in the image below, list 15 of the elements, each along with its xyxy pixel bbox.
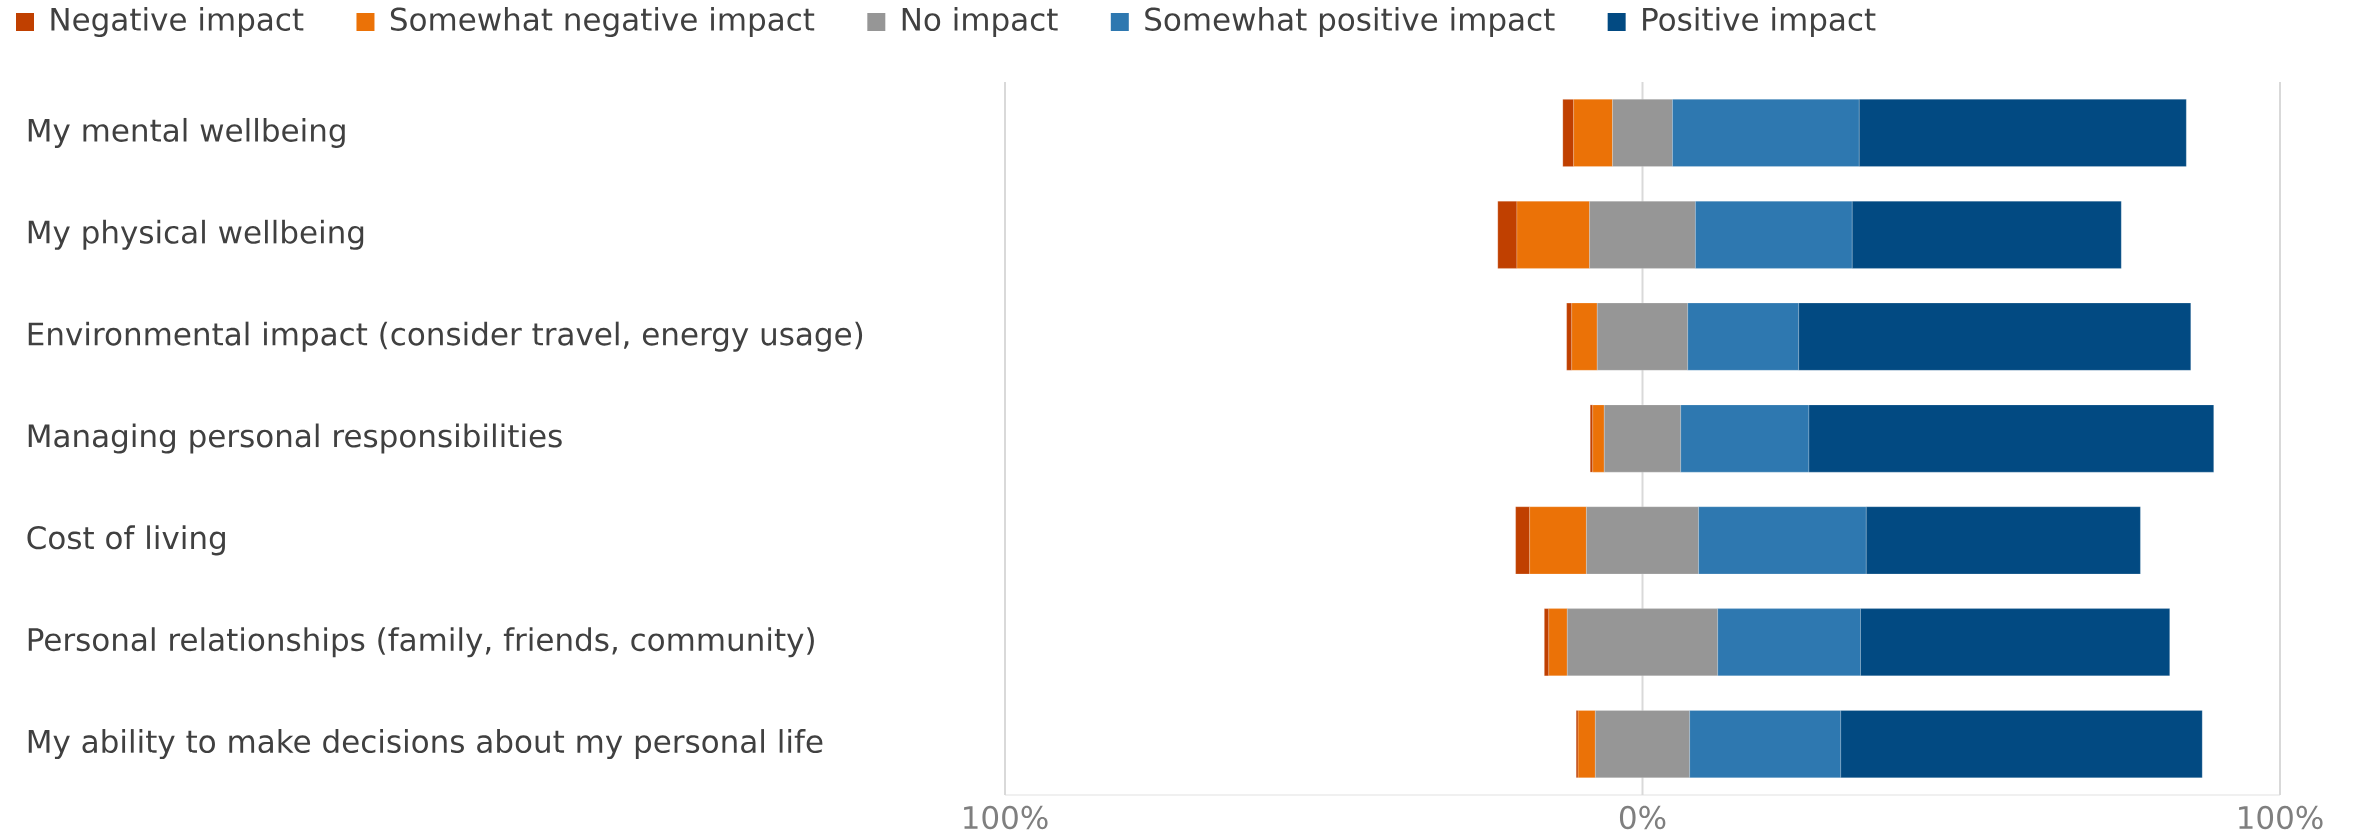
- legend-label: Somewhat negative impact: [390, 6, 815, 38]
- x-tick-label: 100%: [964, 805, 1048, 830]
- x-tick-label: 100%: [2239, 805, 2323, 830]
- legend-label: Positive impact: [1643, 6, 1876, 38]
- y-tick-label: My mental wellbeing: [28, 117, 345, 148]
- y-tick-label: Managing personal responsibilities: [28, 423, 562, 454]
- y-tick-label: Personal relationships (family, friends, community): [28, 627, 814, 658]
- x-tick-label: 0%: [1619, 805, 1666, 830]
- y-tick-label: Environmental impact (consider travel, energy usage): [28, 321, 863, 352]
- y-tick-label: My physical wellbeing: [28, 219, 364, 250]
- y-tick-label: Cost of living: [27, 525, 225, 556]
- legend-label: Somewhat positive impact: [1145, 6, 1555, 38]
- legend-label: No impact: [902, 6, 1058, 38]
- legend-label: Negative impact: [51, 6, 304, 38]
- y-tick-label: My ability to make decisions about my personal life: [28, 729, 823, 760]
